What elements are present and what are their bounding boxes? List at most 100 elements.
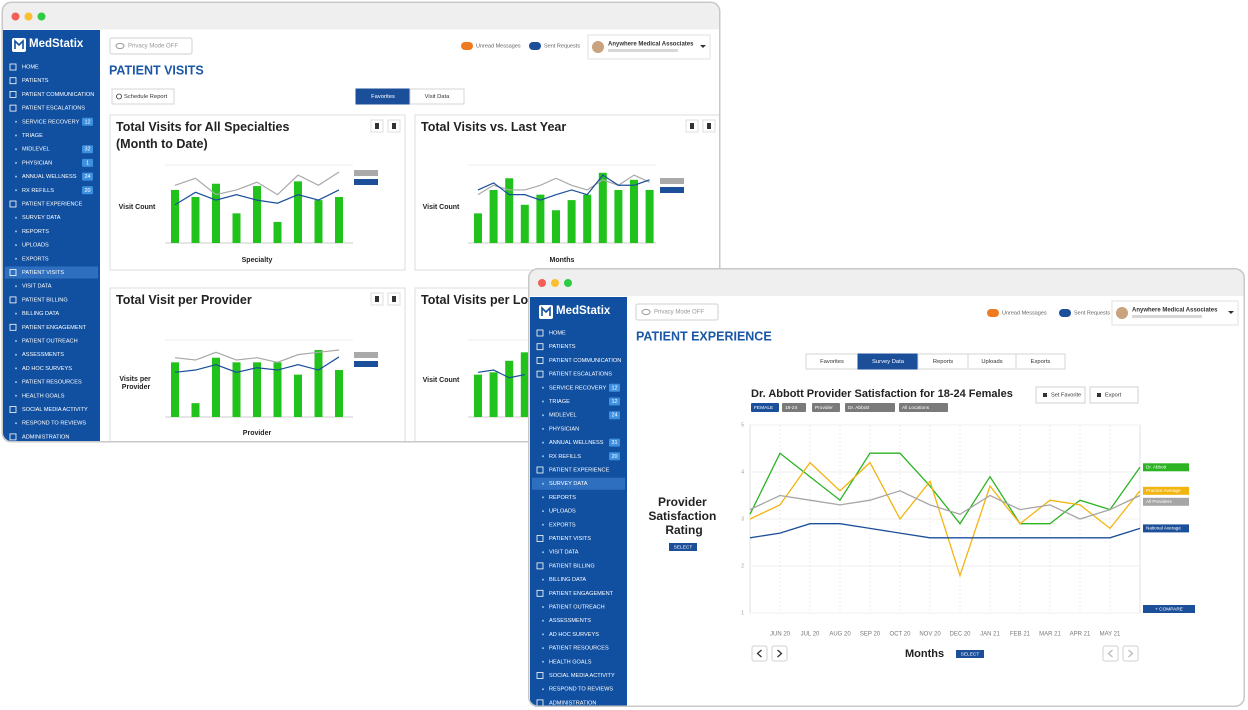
nav-active bbox=[5, 266, 98, 279]
nav-item[interactable]: PATIENT BILLING bbox=[22, 297, 68, 303]
nav-item[interactable]: VISIT DATA bbox=[22, 284, 52, 290]
nav-item[interactable]: ADMINISTRATION bbox=[22, 434, 69, 440]
button-glyph bbox=[375, 296, 379, 302]
nav-item[interactable]: PATIENT OUTREACH bbox=[22, 338, 78, 344]
nav-item[interactable]: PATIENTS bbox=[549, 344, 576, 350]
nav-item[interactable]: EXPORTS bbox=[549, 522, 576, 528]
privacy-toggle[interactable] bbox=[109, 37, 193, 55]
nav-item[interactable]: SOCIAL MEDIA ACTIVITY bbox=[549, 673, 615, 679]
user-box[interactable] bbox=[587, 34, 711, 60]
nav-item[interactable]: MIDLEVEL bbox=[549, 413, 577, 419]
nav-arrow-button[interactable] bbox=[771, 645, 788, 662]
select-badge[interactable] bbox=[956, 650, 984, 658]
nav-item[interactable]: PATIENT OUTREACH bbox=[549, 604, 605, 610]
legend-chip[interactable] bbox=[1143, 463, 1189, 472]
filter-label: Provider bbox=[815, 405, 833, 411]
nav-item[interactable]: UPLOADS bbox=[22, 243, 49, 249]
user-box[interactable] bbox=[1111, 300, 1239, 326]
nav-item[interactable]: PATIENT VISITS bbox=[549, 536, 591, 542]
nav-item[interactable]: HEALTH GOALS bbox=[22, 393, 65, 399]
compare-button[interactable] bbox=[1143, 605, 1195, 613]
nav-bullet bbox=[15, 120, 17, 123]
nav-item[interactable]: HOME bbox=[22, 64, 39, 70]
nav-item[interactable]: PHYSICIAN bbox=[22, 160, 52, 166]
nav-badge bbox=[609, 438, 620, 447]
nav-icon bbox=[536, 672, 544, 679]
nav-item[interactable]: PATIENT ESCALATIONS bbox=[22, 106, 85, 112]
nav-item[interactable]: PATIENT VISITS bbox=[22, 270, 64, 276]
filter-chip[interactable] bbox=[782, 403, 806, 412]
legend-chip[interactable] bbox=[1143, 497, 1189, 506]
nav-item[interactable]: ANNUAL WELLNESS bbox=[22, 174, 77, 180]
nav-item[interactable]: AD HOC SURVEYS bbox=[549, 632, 599, 638]
nav-item[interactable]: PATIENT EXPERIENCE bbox=[549, 467, 610, 473]
nav-item[interactable]: HOME bbox=[549, 330, 566, 336]
nav-item[interactable]: RESPOND TO REVIEWS bbox=[22, 421, 86, 427]
unread-pill[interactable] bbox=[987, 309, 999, 317]
nav-item[interactable]: PATIENT RESOURCES bbox=[549, 646, 609, 652]
nav-item[interactable]: RX REFILLS bbox=[549, 454, 581, 460]
tab[interactable] bbox=[1015, 353, 1066, 370]
filter-chip[interactable] bbox=[751, 403, 779, 412]
nav-item[interactable]: PATIENT COMMUNICATION bbox=[549, 358, 621, 364]
tab[interactable] bbox=[409, 88, 465, 105]
nav-item[interactable]: SOCIAL MEDIA ACTIVITY bbox=[22, 407, 88, 413]
nav-item[interactable]: PATIENT COMMUNICATION bbox=[22, 92, 94, 98]
nav-item[interactable]: ASSESSMENTS bbox=[22, 352, 64, 358]
nav-item[interactable]: ADMINISTRATION bbox=[549, 700, 596, 706]
nav-item[interactable]: PATIENT EXPERIENCE bbox=[22, 201, 83, 207]
nav-item[interactable]: REPORTS bbox=[22, 229, 49, 235]
nav-item[interactable]: REPORTS bbox=[549, 495, 576, 501]
button-glyph bbox=[392, 296, 396, 302]
nav-item[interactable]: ANNUAL WELLNESS bbox=[549, 440, 604, 446]
select-badge[interactable] bbox=[669, 543, 697, 551]
nav-bullet bbox=[15, 353, 17, 356]
privacy-toggle[interactable] bbox=[635, 303, 719, 321]
nav-item[interactable]: SERVICE RECOVERY bbox=[549, 385, 607, 391]
nav-item[interactable]: PATIENT RESOURCES bbox=[22, 380, 82, 386]
nav-item[interactable]: PHYSICIAN bbox=[549, 426, 579, 432]
nav-item[interactable]: AD HOC SURVEYS bbox=[22, 366, 72, 372]
nav-item[interactable]: TRIAGE bbox=[549, 399, 570, 405]
nav-item[interactable]: HEALTH GOALS bbox=[549, 659, 592, 665]
filter-chip[interactable] bbox=[899, 403, 948, 412]
nav-item[interactable]: PATIENTS bbox=[22, 78, 49, 84]
nav-item[interactable]: PATIENT ENGAGEMENT bbox=[549, 591, 614, 597]
action-button[interactable] bbox=[1035, 386, 1086, 404]
filter-chip[interactable] bbox=[812, 403, 840, 412]
legend-chip[interactable] bbox=[1143, 486, 1189, 495]
filter-chip[interactable] bbox=[845, 403, 895, 412]
nav-item[interactable]: BILLING DATA bbox=[22, 311, 59, 317]
sent-pill[interactable] bbox=[1059, 309, 1071, 317]
nav-bullet bbox=[15, 175, 17, 178]
action-button[interactable] bbox=[1089, 386, 1139, 404]
schedule-button[interactable] bbox=[111, 88, 175, 105]
sent-pill[interactable] bbox=[529, 42, 541, 50]
nav-item[interactable]: TRIAGE bbox=[22, 133, 43, 139]
nav-arrow-button[interactable] bbox=[1122, 645, 1139, 662]
bar bbox=[171, 362, 179, 417]
nav-item[interactable]: SURVEY DATA bbox=[22, 215, 61, 221]
unread-pill[interactable] bbox=[461, 42, 473, 50]
legend-chip[interactable] bbox=[1143, 524, 1189, 533]
nav-arrow-button[interactable] bbox=[751, 645, 768, 662]
nav-item[interactable]: PATIENT ENGAGEMENT bbox=[22, 325, 87, 331]
nav-item[interactable]: PATIENT ESCALATIONS bbox=[549, 372, 612, 378]
nav-arrow-button[interactable] bbox=[1102, 645, 1119, 662]
nav-item[interactable]: PATIENT BILLING bbox=[549, 563, 595, 569]
nav-badge-count: 12 bbox=[611, 385, 617, 391]
nav-icon bbox=[9, 63, 17, 71]
nav-item[interactable]: ASSESSMENTS bbox=[549, 618, 591, 624]
nav-item[interactable]: UPLOADS bbox=[549, 509, 576, 515]
nav-item[interactable]: SURVEY DATA bbox=[549, 481, 588, 487]
nav-arrow bbox=[777, 649, 783, 658]
nav-item[interactable]: EXPORTS bbox=[22, 256, 49, 262]
nav-item[interactable]: RX REFILLS bbox=[22, 188, 54, 194]
nav-item[interactable]: MIDLEVEL bbox=[22, 147, 50, 153]
nav-item[interactable]: BILLING DATA bbox=[549, 577, 586, 583]
nav-item[interactable]: VISIT DATA bbox=[549, 550, 579, 556]
user-name: Anywhere Medical Associates bbox=[1132, 308, 1218, 314]
legend-chip bbox=[354, 179, 378, 185]
nav-item[interactable]: SERVICE RECOVERY bbox=[22, 119, 80, 125]
nav-item[interactable]: RESPOND TO REVIEWS bbox=[549, 687, 613, 693]
